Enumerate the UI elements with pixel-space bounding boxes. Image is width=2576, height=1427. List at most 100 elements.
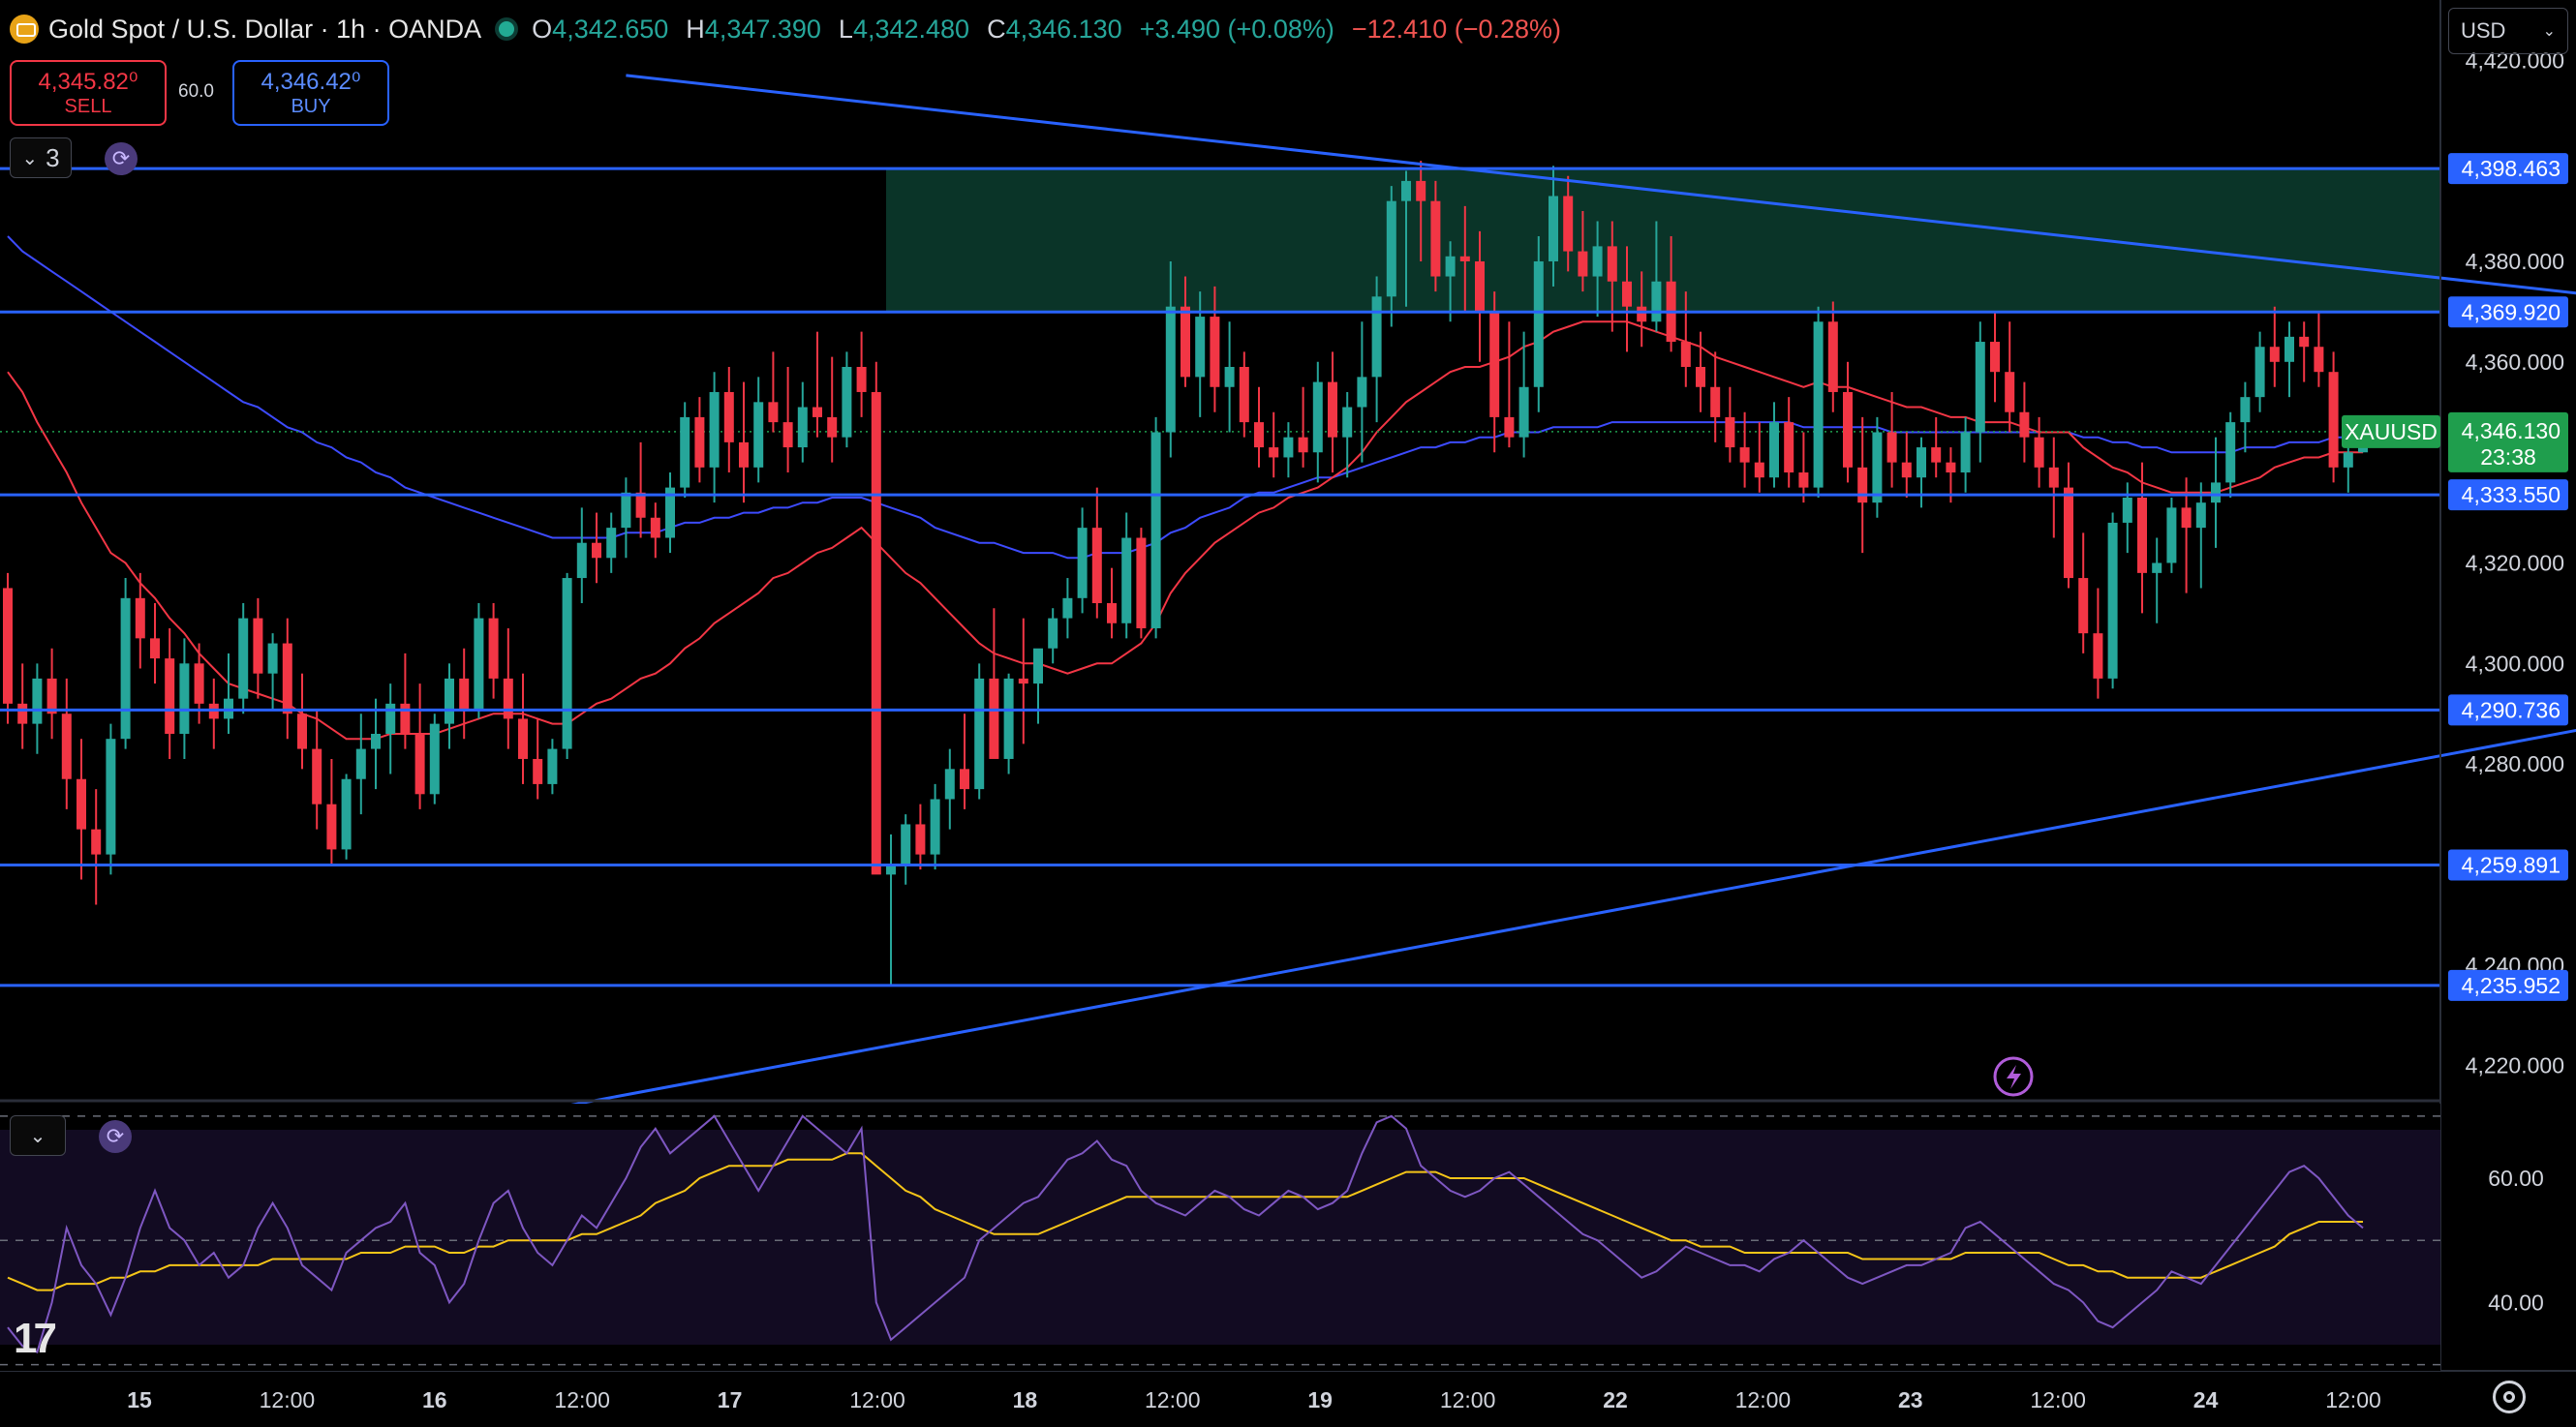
candle bbox=[355, 714, 366, 815]
candle bbox=[474, 603, 484, 719]
time-axis[interactable]: 15 12:00 16 12:00 17 12:00 18 12:00 19 12:00 22 12:… bbox=[127, 1387, 2381, 1412]
buy-button[interactable]: 4,346.42⁰ BUY bbox=[232, 60, 389, 126]
candle bbox=[606, 512, 617, 573]
candle bbox=[179, 638, 190, 759]
candle bbox=[533, 718, 543, 800]
sync-icon[interactable]: ⟳ bbox=[105, 142, 138, 175]
candle bbox=[1843, 361, 1853, 483]
candle bbox=[930, 783, 940, 870]
trendlines[interactable] bbox=[567, 74, 2576, 1108]
countdown-label: 23:38 bbox=[2480, 444, 2536, 470]
candle bbox=[61, 678, 72, 809]
symbol-header: Gold Spot / U.S. Dollar · 1h · OANDA O4,… bbox=[10, 8, 1561, 50]
candle bbox=[2107, 512, 2118, 689]
time-tick-label: 23 bbox=[1898, 1387, 1923, 1412]
candle bbox=[1342, 391, 1353, 478]
sync-icon[interactable]: ⟳ bbox=[99, 1120, 132, 1153]
symbol-tag bbox=[2342, 414, 2440, 448]
candle-body bbox=[1003, 678, 1014, 759]
candle-body bbox=[1077, 528, 1088, 598]
candle-body bbox=[2314, 347, 2324, 373]
candle-body bbox=[2064, 487, 2073, 579]
candle-body bbox=[635, 492, 646, 518]
candle bbox=[1931, 416, 1942, 478]
candle bbox=[901, 814, 911, 885]
candle bbox=[665, 472, 675, 554]
candle-body bbox=[2285, 336, 2294, 362]
candle bbox=[503, 627, 513, 749]
candle bbox=[1121, 512, 1132, 639]
candle bbox=[46, 648, 57, 740]
candle-body bbox=[1018, 678, 1028, 684]
candle-body bbox=[91, 829, 102, 855]
settings-icon[interactable] bbox=[2493, 1381, 2526, 1413]
candle-body bbox=[813, 407, 822, 417]
candle bbox=[944, 748, 955, 830]
candle bbox=[2254, 331, 2265, 412]
candle bbox=[621, 477, 631, 559]
horizontal-levels[interactable] bbox=[0, 167, 2440, 987]
candle-body bbox=[739, 441, 749, 468]
candle-body bbox=[2107, 522, 2118, 679]
candle-body bbox=[474, 618, 484, 710]
spread-value: 60.0 bbox=[178, 81, 214, 102]
candle-body bbox=[1990, 342, 2000, 373]
candle-body bbox=[797, 407, 808, 448]
candle-body bbox=[1107, 603, 1117, 623]
symbol-title[interactable]: Gold Spot / U.S. Dollar · 1h · OANDA bbox=[48, 14, 482, 44]
candle bbox=[1371, 276, 1382, 423]
candle-body bbox=[1710, 386, 1721, 417]
rsi-collapse-button[interactable]: ⌄ bbox=[10, 1115, 66, 1156]
level-price-tag bbox=[2448, 153, 2568, 185]
candle-body bbox=[282, 643, 292, 714]
last-price-tag bbox=[2448, 411, 2568, 472]
candle-body bbox=[2269, 347, 2280, 362]
candle-body bbox=[503, 678, 513, 719]
candle-body bbox=[414, 734, 425, 795]
symbol-tag-label: XAUUSD bbox=[2345, 419, 2438, 444]
candle-body bbox=[1592, 246, 1603, 277]
candle-body bbox=[2166, 507, 2177, 563]
candle bbox=[1430, 180, 1441, 292]
candle-body bbox=[1401, 180, 1411, 201]
candle bbox=[650, 502, 660, 559]
candle-body bbox=[1430, 200, 1441, 277]
candle-body bbox=[1210, 317, 1220, 387]
candle bbox=[1960, 416, 1971, 493]
buy-price: 4,346.42⁰ bbox=[261, 69, 361, 95]
candle-body bbox=[1165, 306, 1176, 433]
price-axis[interactable]: 4,420.000 4,380.000 4,360.000 4,320.000 4,30… bbox=[2466, 47, 2564, 1315]
time-tick-label: 12:00 bbox=[1735, 1387, 1792, 1412]
candle-body bbox=[341, 778, 352, 850]
indicator-count: 3 bbox=[46, 142, 60, 172]
candle bbox=[1181, 276, 1190, 387]
candle-body bbox=[989, 678, 999, 759]
candle bbox=[1445, 241, 1456, 322]
candle bbox=[385, 683, 396, 774]
candle bbox=[3, 572, 13, 724]
ma-fast-line bbox=[7, 320, 2363, 741]
candle-body bbox=[1136, 537, 1147, 628]
candle-body bbox=[1622, 281, 1632, 307]
currency-select[interactable]: USD ⌄ bbox=[2448, 8, 2568, 54]
trendline bbox=[626, 74, 2576, 295]
tradingview-logo-icon[interactable]: 17 bbox=[14, 1315, 57, 1362]
indicators-collapse-button[interactable]: ⌄ 3 bbox=[10, 137, 72, 178]
candle bbox=[135, 572, 145, 669]
candle bbox=[459, 648, 470, 740]
candle bbox=[1033, 648, 1043, 724]
candle bbox=[1386, 186, 1396, 327]
candle-body bbox=[518, 718, 528, 759]
candle bbox=[429, 714, 440, 805]
candle bbox=[2314, 311, 2324, 387]
sell-button[interactable]: 4,345.82⁰ SELL bbox=[10, 60, 167, 126]
candle-body bbox=[1901, 462, 1912, 478]
candle bbox=[753, 377, 764, 483]
candle-body bbox=[429, 723, 440, 795]
candle bbox=[960, 714, 969, 809]
alert-lightning-icon[interactable] bbox=[1993, 1056, 2034, 1097]
candle-body bbox=[1518, 386, 1529, 438]
candle bbox=[238, 603, 249, 714]
candle-body bbox=[267, 643, 278, 674]
